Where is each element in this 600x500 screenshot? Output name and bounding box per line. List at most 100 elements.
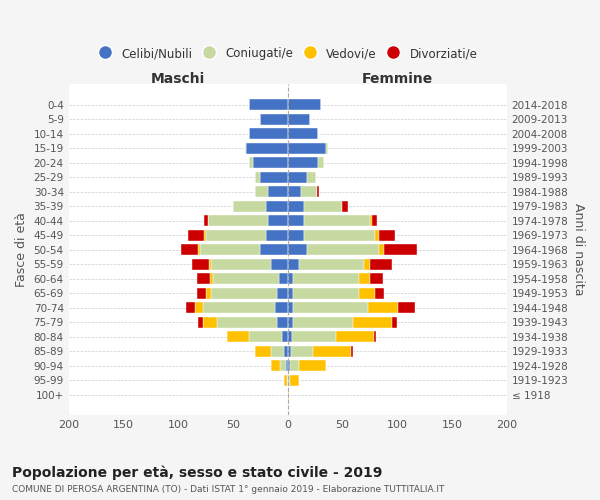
Bar — [287, 230, 304, 240]
Bar — [307, 172, 316, 182]
Bar — [198, 316, 203, 328]
Bar — [351, 346, 353, 356]
Bar — [368, 302, 398, 313]
Bar — [268, 186, 287, 197]
Bar — [398, 302, 415, 313]
Bar — [211, 288, 277, 298]
Bar — [186, 302, 194, 313]
Bar — [266, 200, 287, 211]
Bar — [376, 288, 384, 298]
Bar — [364, 258, 370, 270]
Bar — [301, 186, 317, 197]
Bar — [233, 200, 266, 211]
Bar — [250, 99, 287, 110]
Bar — [293, 273, 359, 284]
Bar — [246, 142, 287, 154]
Bar — [304, 215, 370, 226]
Bar — [205, 230, 206, 240]
Bar — [293, 316, 353, 328]
Bar — [379, 230, 395, 240]
Bar — [253, 157, 287, 168]
Bar — [370, 273, 383, 284]
Text: COMUNE DI PEROSA ARGENTINA (TO) - Dati ISTAT 1° gennaio 2019 - Elaborazione TUTT: COMUNE DI PEROSA ARGENTINA (TO) - Dati I… — [12, 485, 445, 494]
Bar — [284, 346, 287, 356]
Bar — [213, 273, 279, 284]
Bar — [299, 258, 364, 270]
Bar — [282, 331, 287, 342]
Bar — [250, 331, 282, 342]
Bar — [299, 360, 326, 371]
Bar — [268, 215, 287, 226]
Bar — [271, 346, 284, 356]
Bar — [290, 360, 299, 371]
Text: Popolazione per età, sesso e stato civile - 2019: Popolazione per età, sesso e stato civil… — [12, 465, 382, 479]
Bar — [379, 244, 384, 255]
Bar — [293, 288, 359, 298]
Bar — [293, 302, 368, 313]
Bar — [271, 258, 287, 270]
Bar — [198, 244, 200, 255]
Bar — [359, 273, 370, 284]
Bar — [205, 215, 208, 226]
Bar — [304, 200, 343, 211]
Bar — [319, 157, 324, 168]
Bar — [304, 230, 376, 240]
Bar — [313, 346, 351, 356]
Bar — [208, 215, 268, 226]
Bar — [287, 172, 307, 182]
Bar — [203, 302, 275, 313]
Bar — [280, 360, 286, 371]
Bar — [209, 258, 211, 270]
Text: Femmine: Femmine — [362, 72, 433, 86]
Bar — [370, 258, 392, 270]
Bar — [287, 331, 292, 342]
Bar — [227, 331, 250, 342]
Bar — [279, 273, 287, 284]
Bar — [307, 244, 379, 255]
Bar — [359, 288, 376, 298]
Bar — [287, 346, 291, 356]
Bar — [292, 331, 336, 342]
Bar — [266, 230, 287, 240]
Y-axis label: Fasce di età: Fasce di età — [15, 212, 28, 287]
Bar — [384, 244, 417, 255]
Bar — [370, 215, 372, 226]
Bar — [287, 389, 289, 400]
Bar — [317, 186, 319, 197]
Bar — [287, 273, 293, 284]
Legend: Celibi/Nubili, Coniugati/e, Vedovi/e, Divorziati/e: Celibi/Nubili, Coniugati/e, Vedovi/e, Di… — [98, 47, 478, 60]
Bar — [287, 157, 319, 168]
Bar — [260, 172, 287, 182]
Bar — [255, 346, 271, 356]
Bar — [271, 360, 280, 371]
Bar — [181, 244, 198, 255]
Bar — [250, 128, 287, 139]
Bar — [343, 200, 348, 211]
Bar — [200, 244, 260, 255]
Bar — [277, 316, 287, 328]
Bar — [260, 114, 287, 124]
Bar — [193, 258, 209, 270]
Bar — [291, 346, 313, 356]
Bar — [250, 157, 253, 168]
Bar — [206, 288, 211, 298]
Bar — [287, 99, 320, 110]
Bar — [376, 230, 379, 240]
Bar — [255, 172, 260, 182]
Bar — [287, 244, 307, 255]
Bar — [275, 302, 287, 313]
Bar — [290, 374, 299, 386]
Bar — [206, 230, 266, 240]
Bar — [197, 273, 210, 284]
Bar — [203, 316, 217, 328]
Text: Maschi: Maschi — [151, 72, 205, 86]
Bar — [211, 258, 271, 270]
Bar — [260, 244, 287, 255]
Bar — [194, 302, 203, 313]
Bar — [197, 288, 206, 298]
Bar — [392, 316, 397, 328]
Y-axis label: Anni di nascita: Anni di nascita — [572, 204, 585, 296]
Bar — [287, 186, 301, 197]
Bar — [326, 142, 328, 154]
Bar — [372, 215, 377, 226]
